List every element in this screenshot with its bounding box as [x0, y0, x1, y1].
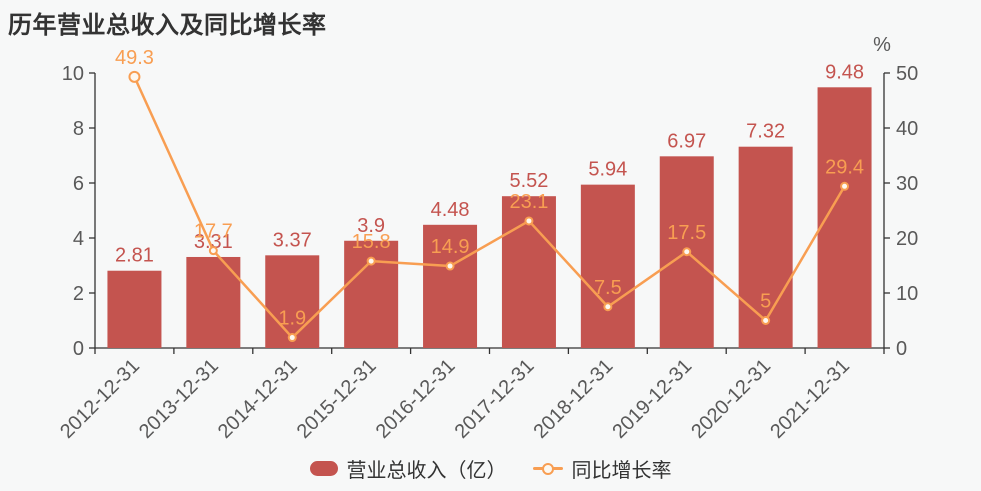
bar-value-label: 3.37 — [273, 229, 312, 251]
line-point[interactable] — [208, 246, 218, 256]
line-point[interactable] — [761, 316, 771, 325]
right-axis-tick-label: 30 — [896, 173, 918, 195]
line-series-marker-icon — [532, 462, 563, 475]
x-axis-label: 2021-12-31 — [766, 355, 854, 443]
x-axis-label: 2014-12-31 — [214, 355, 302, 443]
x-axis-label: 2012-12-31 — [56, 355, 144, 443]
legend-growth-label: 同比增长率 — [571, 460, 672, 482]
line-value-label: 14.9 — [431, 236, 470, 258]
legend: 营业总收入（亿） 同比增长率 — [0, 454, 981, 483]
right-axis-tick-label: 50 — [896, 63, 918, 85]
line-value-label: 7.5 — [594, 277, 622, 299]
bar[interactable] — [107, 270, 162, 348]
bar-value-label: 3.31 — [194, 231, 233, 253]
growth-line — [133, 76, 846, 339]
legend-item-revenue[interactable]: 营业总收入（亿） — [309, 454, 507, 483]
x-axis-label: 2015-12-31 — [293, 355, 381, 443]
bar[interactable] — [580, 184, 635, 348]
right-axis-tick-label: 20 — [896, 228, 918, 250]
line-point[interactable] — [840, 181, 850, 191]
x-axis-label: 2020-12-31 — [687, 355, 775, 443]
bar-value-label: 5.52 — [509, 170, 548, 192]
line-value-label: 17.7 — [194, 221, 233, 243]
line-value-label: 1.9 — [278, 308, 306, 330]
line-point[interactable] — [682, 247, 692, 257]
left-axis-tick-label: 2 — [73, 283, 84, 305]
left-axis-tick-label: 10 — [62, 63, 84, 85]
legend-item-growth[interactable]: 同比增长率 — [532, 454, 672, 483]
line-point[interactable] — [366, 256, 376, 266]
bar-value-label: 7.32 — [746, 121, 785, 143]
x-axis-label: 2019-12-31 — [608, 355, 696, 443]
left-axis-tick-label: 6 — [73, 173, 84, 195]
line-value-label: 23.1 — [509, 191, 548, 213]
bar[interactable] — [265, 255, 320, 348]
bar-value-label: 3.9 — [357, 215, 385, 237]
x-axis-label: 2016-12-31 — [372, 355, 460, 443]
right-axis-unit-label: % — [873, 34, 891, 56]
line-point[interactable] — [128, 70, 141, 83]
line-point[interactable] — [524, 216, 534, 226]
bar[interactable] — [423, 224, 478, 348]
right-axis-tick-label: 0 — [896, 338, 907, 360]
line-point[interactable] — [445, 261, 455, 271]
left-axis-tick-label: 4 — [73, 228, 84, 250]
line-value-label: 15.8 — [352, 231, 391, 253]
line-value-label: 29.4 — [825, 156, 864, 178]
bar-value-label: 5.94 — [588, 159, 627, 181]
bar-series-marker-icon — [309, 461, 338, 476]
line-point[interactable] — [287, 333, 297, 343]
x-axis-label: 2013-12-31 — [135, 355, 223, 443]
bar[interactable] — [738, 146, 793, 348]
legend-revenue-label: 营业总收入（亿） — [346, 460, 507, 482]
chart-title: 历年营业总收入及同比增长率 — [8, 12, 327, 39]
right-axis-tick-label: 10 — [896, 283, 918, 305]
line-value-label: 49.3 — [115, 47, 154, 69]
right-axis-tick-label: 40 — [896, 118, 918, 140]
left-axis-tick-label: 0 — [73, 338, 84, 360]
x-axis-label: 2018-12-31 — [529, 355, 617, 443]
line-value-label: 5 — [760, 291, 771, 313]
bar-value-label: 2.81 — [115, 245, 154, 267]
left-axis-tick-label: 8 — [73, 118, 84, 140]
x-axis-label: 2017-12-31 — [451, 355, 539, 443]
bar-value-label: 9.48 — [825, 61, 864, 83]
bar-value-label: 4.48 — [431, 199, 470, 221]
bar-value-label: 6.97 — [667, 130, 706, 152]
line-value-label: 17.5 — [667, 222, 706, 244]
line-point[interactable] — [603, 302, 613, 312]
